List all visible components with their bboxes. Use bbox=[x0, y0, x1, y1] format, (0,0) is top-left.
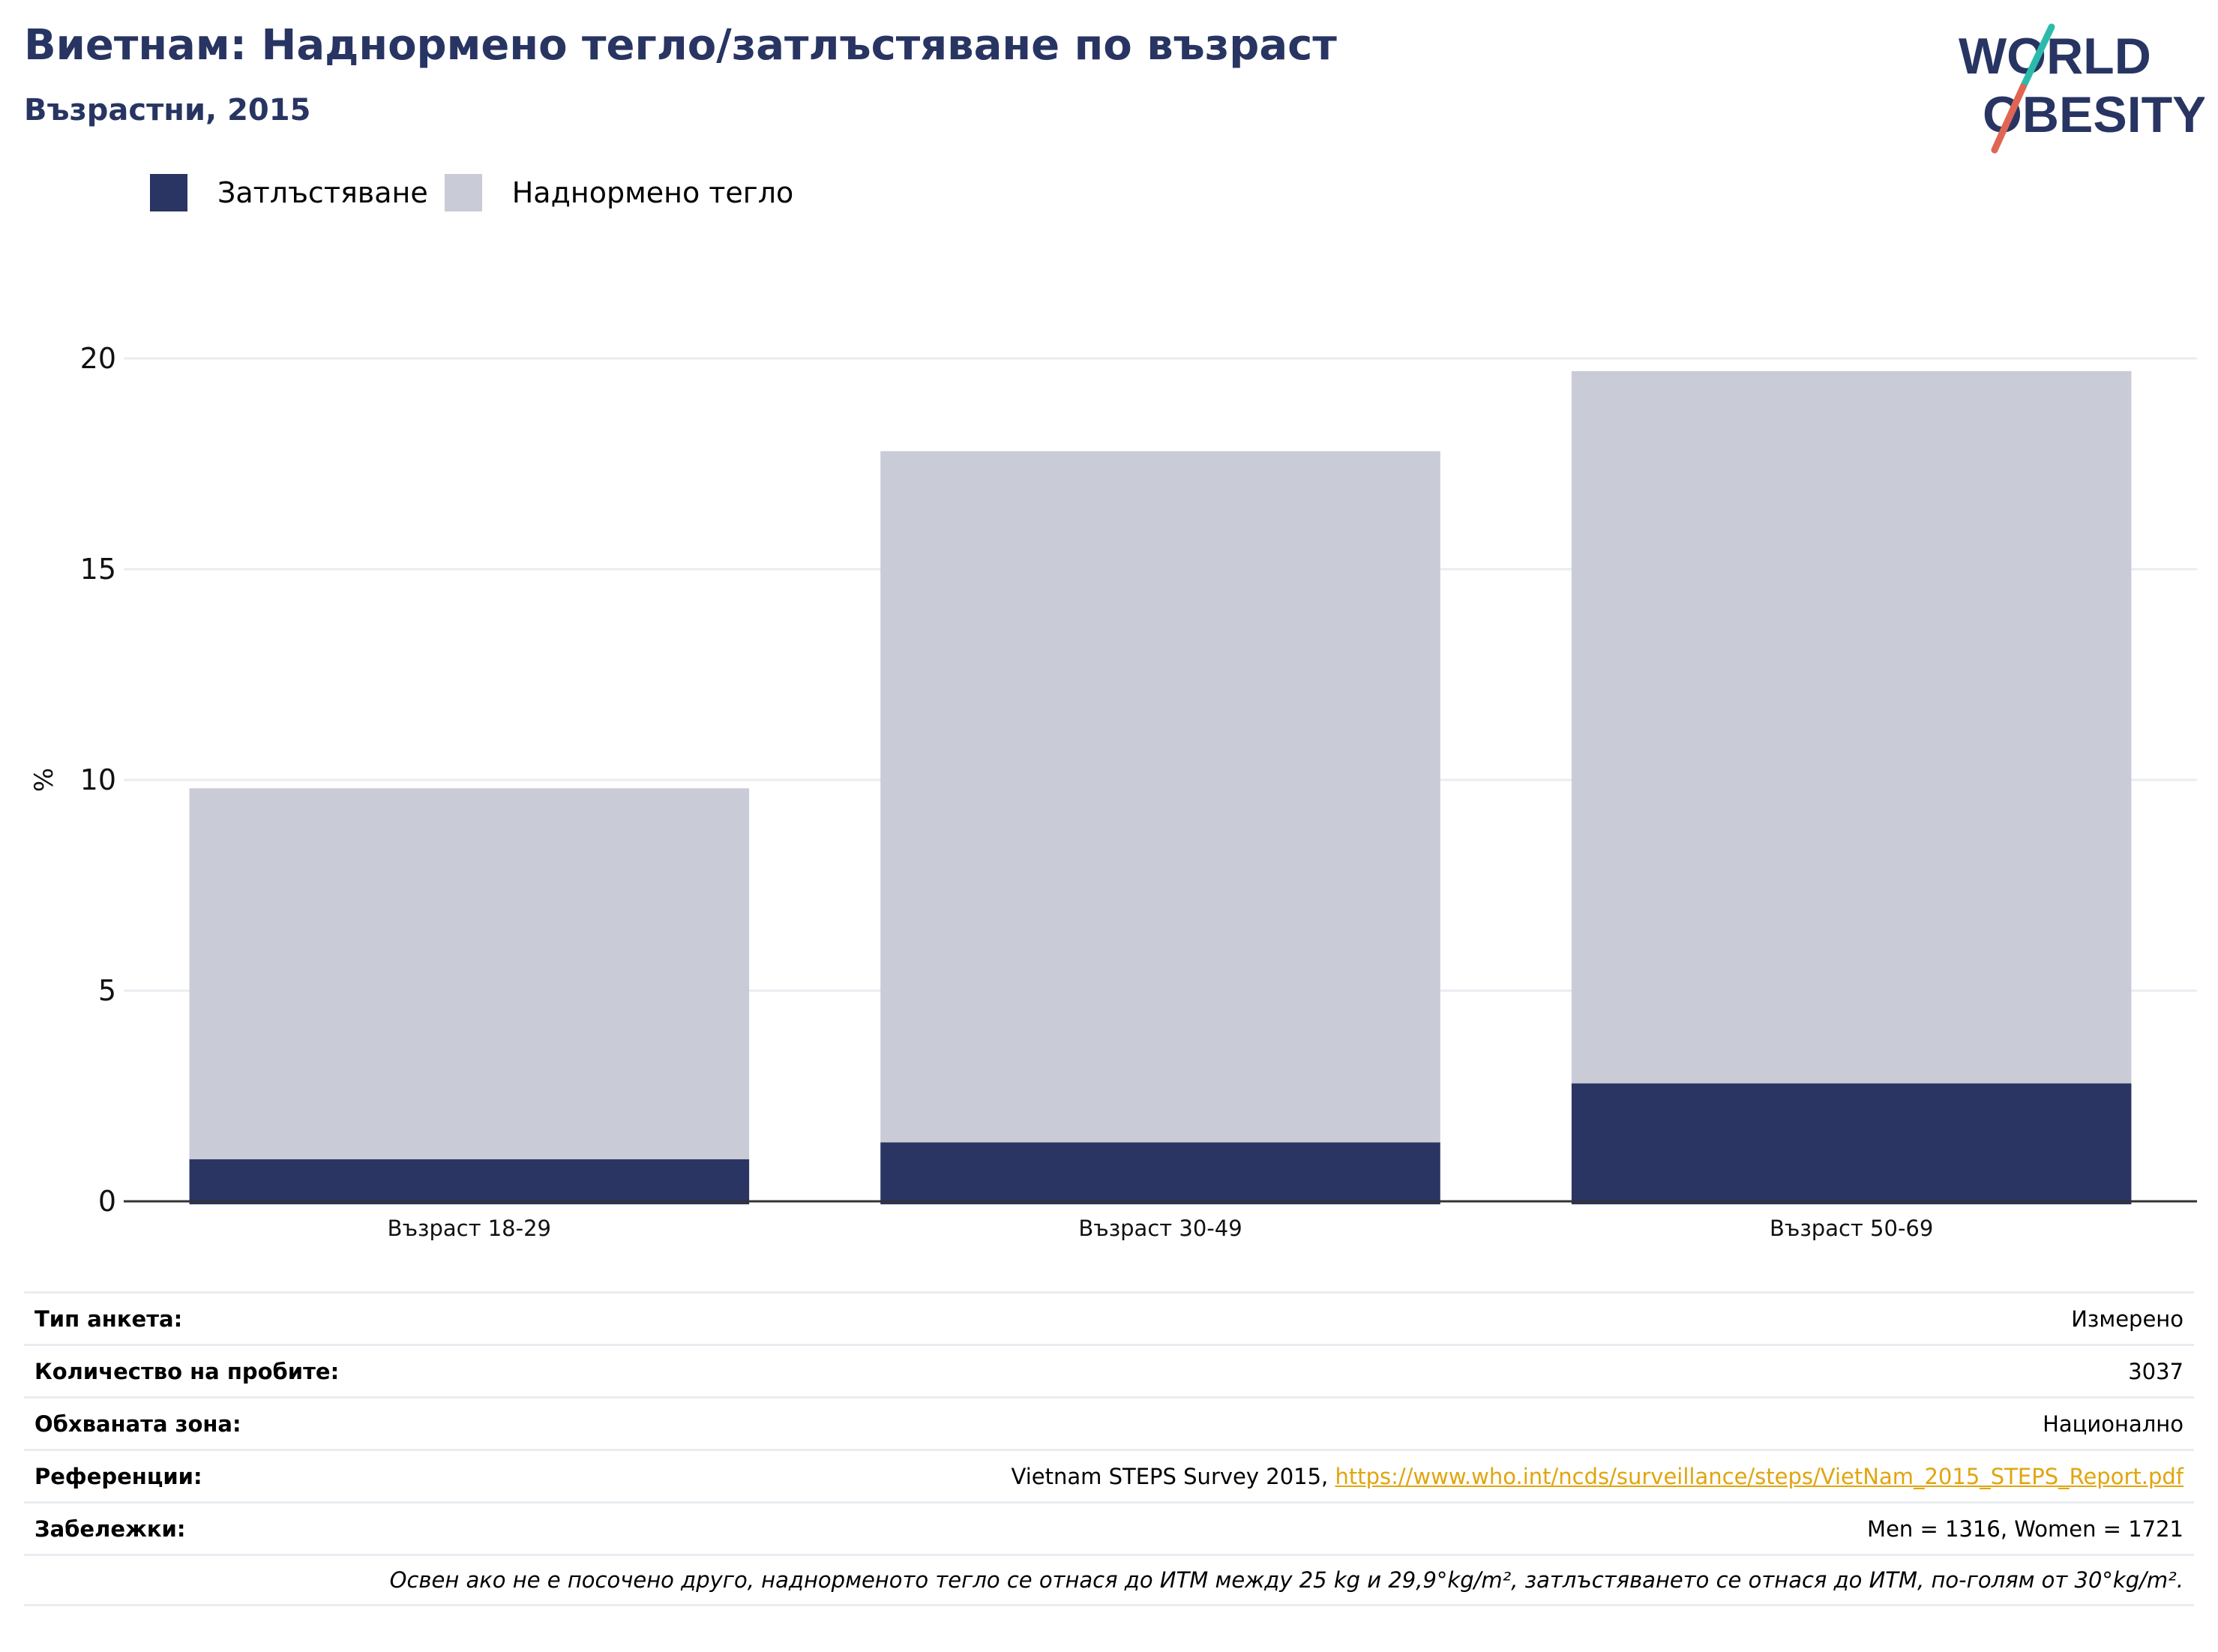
sample-size-value: 3037 bbox=[2128, 1358, 2184, 1384]
legend-label-overweight: Наднормено тегло bbox=[511, 176, 794, 209]
notes-label: Забележки: bbox=[34, 1516, 186, 1542]
references-row: Референции: Vietnam STEPS Survey 2015, h… bbox=[24, 1449, 2194, 1501]
legend-swatch-overweight bbox=[444, 174, 482, 211]
chart-legend: Затлъстяване Наднормено тегло bbox=[150, 174, 810, 211]
y-tick-label: 5 bbox=[98, 974, 116, 1007]
x-tick-label: Възраст 50-69 bbox=[1770, 1216, 1933, 1241]
footnote: Освен ако не е посочено друго, наднормен… bbox=[389, 1567, 2184, 1593]
references-value: Vietnam STEPS Survey 2015, https://www.w… bbox=[1012, 1464, 2184, 1489]
references-link[interactable]: https://www.who.int/ncds/surveillance/st… bbox=[1335, 1463, 2184, 1489]
notes-value: Men = 1316, Women = 1721 bbox=[1867, 1516, 2184, 1542]
bar-obesity bbox=[189, 1159, 750, 1204]
logo-teal-slash bbox=[2019, 23, 2055, 91]
sample-size-label: Количество на пробите: bbox=[34, 1358, 340, 1384]
bar-overweight bbox=[880, 451, 1440, 1143]
legend-label-obesity: Затлъстяване bbox=[217, 176, 428, 209]
area-value: Национално bbox=[2043, 1411, 2184, 1437]
footnote-row: Освен ако не е посочено друго, наднормен… bbox=[24, 1554, 2194, 1606]
survey-type-label: Тип анкета: bbox=[34, 1306, 183, 1332]
chart-subtitle: Възрастни, 2015 bbox=[24, 93, 311, 127]
y-tick-label: 20 bbox=[80, 342, 116, 375]
survey-info-table: Тип анкета: Измерено Количество на проби… bbox=[24, 1291, 2194, 1606]
notes-row: Забележки: Men = 1316, Women = 1721 bbox=[24, 1501, 2194, 1554]
references-label: Референции: bbox=[34, 1463, 202, 1489]
legend-swatch-obesity bbox=[150, 174, 187, 211]
area-row: Обхваната зона: Национално bbox=[24, 1396, 2194, 1449]
bar-overweight bbox=[189, 788, 750, 1159]
survey-type-row: Тип анкета: Измерено bbox=[24, 1291, 2194, 1344]
y-tick-label: 0 bbox=[98, 1185, 116, 1218]
bar-obesity bbox=[1571, 1083, 2132, 1204]
sample-size-row: Количество на пробите: 3037 bbox=[24, 1344, 2194, 1396]
y-tick-label: 10 bbox=[80, 763, 116, 796]
chart-title: Виетнам: Наднормено тегло/затлъстяване п… bbox=[24, 21, 1337, 70]
x-tick-label: Възраст 18-29 bbox=[388, 1216, 551, 1241]
y-tick-label: 15 bbox=[80, 553, 116, 586]
bar-obesity bbox=[880, 1142, 1440, 1204]
area-label: Обхваната зона: bbox=[34, 1411, 241, 1437]
x-tick-label: Възраст 30-49 bbox=[1078, 1216, 1242, 1241]
logo-line1: WORLD bbox=[1959, 28, 2151, 85]
bar-chart: 0 5 10 15 20% Възраст 18-29 Възраст 30-49 Възра… bbox=[29, 342, 2197, 1241]
survey-type-value: Измерено bbox=[2071, 1306, 2184, 1332]
world-obesity-logo: WORLD OBESITY bbox=[1959, 23, 2205, 154]
bar-overweight bbox=[1571, 370, 2132, 1084]
logo-red-slash bbox=[1991, 83, 2027, 154]
y-axis-label: % bbox=[29, 768, 59, 792]
references-text: Vietnam STEPS Survey 2015, bbox=[1011, 1463, 1335, 1489]
